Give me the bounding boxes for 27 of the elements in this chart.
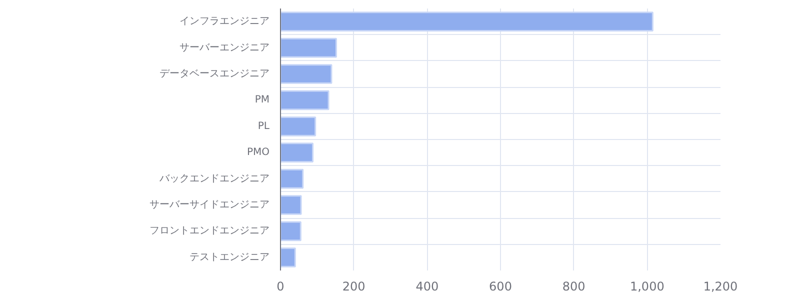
x-tick-label: 1,200 (703, 280, 738, 294)
bar (280, 90, 330, 110)
x-tick-label: 1,000 (630, 280, 664, 294)
bar (280, 12, 654, 32)
y-tick-label: テストエンジニア (190, 252, 270, 263)
bar (280, 168, 304, 189)
y-tick-label: フロントエンドエンジニア (150, 226, 270, 237)
x-tick-label: 800 (562, 280, 586, 294)
x-tick-label: 400 (416, 280, 439, 294)
bar (280, 142, 314, 163)
x-tick-label: 600 (489, 280, 512, 294)
y-tick-label: PM (254, 94, 270, 106)
bar (280, 195, 302, 215)
y-tick-label: インフラエンジニア (180, 16, 270, 28)
bar (280, 247, 296, 268)
bar (280, 64, 332, 84)
bar (280, 221, 302, 242)
y-tick-label: サーバーサイドエンジニア (150, 200, 270, 210)
bar (280, 116, 316, 136)
x-tick-label: 200 (342, 280, 366, 294)
x-tick-label: 0 (276, 280, 284, 294)
y-tick-label: サーバーエンジニア (180, 42, 270, 54)
y-tick-label: PMO (246, 147, 270, 158)
bar (280, 38, 337, 58)
y-tick-label: バックエンドエンジニア (158, 173, 270, 184)
y-tick-label: PL (258, 120, 270, 132)
y-tick-label: データベースエンジニア (160, 68, 270, 80)
